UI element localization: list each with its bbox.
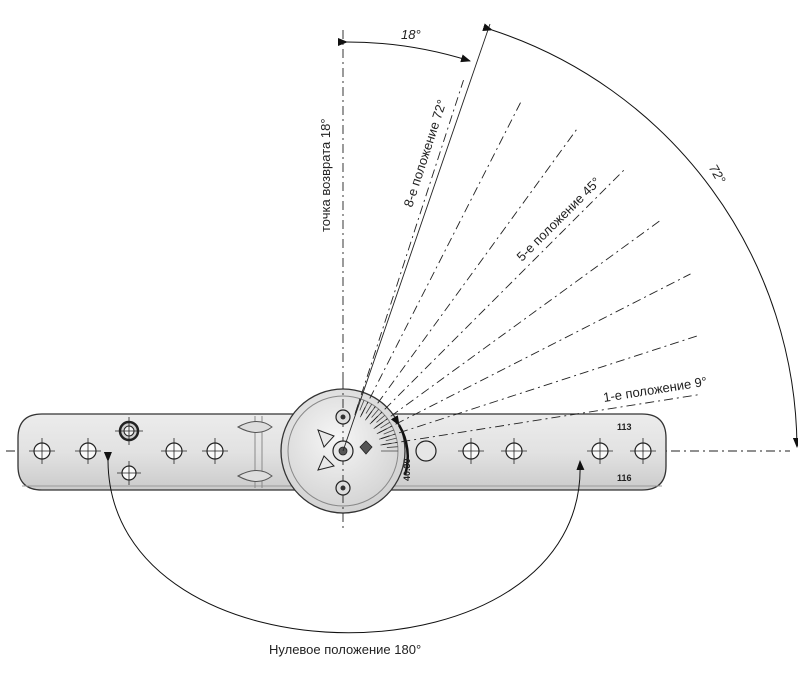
label-return-point: точка возврата 18° [318,118,333,232]
hole-number-116: 116 [617,473,632,483]
label-zero-position: Нулевое положение 180° [269,642,421,657]
label-position-5: 5-е положение 45° [514,174,604,264]
stop-pin [415,440,437,462]
scale-tick [385,437,397,442]
arc-18-degrees [337,37,471,63]
hole-number-113: 113 [617,422,632,432]
angle-label-72: 72° [706,162,729,187]
position-ray-8 [354,79,464,414]
scale-tick [359,400,365,411]
arc-180-degrees [103,451,585,634]
scale-tick [383,429,394,435]
part-code: 40.30 [402,458,412,481]
max-angle-line [342,23,491,452]
position-ray-6 [366,127,579,419]
mounting-hole [29,438,55,464]
arc-72-degrees [482,23,798,448]
fixing-hole-top [115,417,143,445]
scale-tick [380,421,391,429]
label-position-1: 1-е положение 9° [602,374,708,405]
position-ray-7 [360,98,523,416]
scale-tick [386,446,398,448]
scale-tick [365,403,373,414]
label-position-8: 8-е положение 72° [401,98,450,209]
mounting-hole [75,438,101,464]
scale-tick [376,414,386,423]
scale-tick [371,408,380,418]
position-ray-3 [378,273,691,434]
angle-label-18: 18° [401,27,421,42]
